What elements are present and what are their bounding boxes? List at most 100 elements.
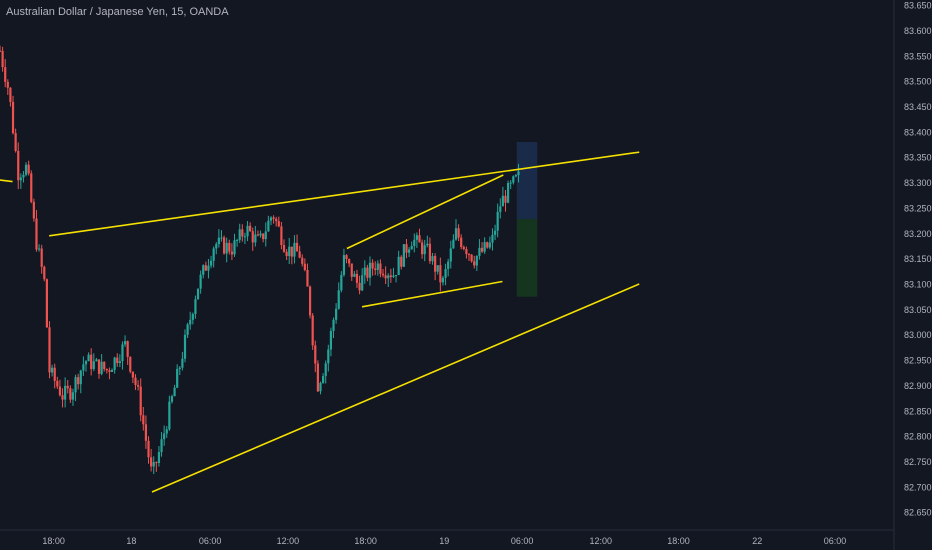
- candle-body: [19, 177, 22, 181]
- candle-body: [176, 368, 179, 388]
- candle-body: [462, 246, 465, 250]
- candle-body: [157, 452, 161, 463]
- candle-body: [348, 259, 351, 264]
- candle-body: [69, 388, 72, 400]
- candle-body: [488, 242, 491, 248]
- candle-body: [499, 206, 502, 212]
- candle-body: [251, 231, 254, 243]
- price-tick-label: 83.150: [904, 254, 932, 264]
- candle-body: [381, 273, 385, 276]
- candle-body: [37, 248, 41, 250]
- candle-body: [254, 234, 257, 243]
- candle-body: [407, 249, 411, 253]
- candle-body: [207, 265, 210, 271]
- trendline-flag-lower: [361, 280, 503, 308]
- candle-body: [66, 385, 69, 389]
- candle-body: [460, 237, 463, 247]
- candle-body: [371, 262, 374, 269]
- candle-body: [220, 237, 223, 239]
- candle-body: [316, 363, 319, 392]
- candle-body: [340, 274, 343, 291]
- candle-body: [4, 67, 7, 82]
- candle-body: [324, 363, 327, 377]
- candle-body: [77, 377, 80, 385]
- candle-body: [144, 424, 148, 441]
- time-tick-label: 18:00: [42, 536, 65, 546]
- candle-body: [470, 254, 473, 262]
- price-tick-label: 83.500: [904, 77, 932, 87]
- candle-body: [256, 234, 260, 236]
- candle-body: [97, 359, 101, 374]
- candle-body: [384, 275, 387, 279]
- candle-body: [238, 229, 241, 240]
- candle-body: [293, 242, 296, 257]
- candle-body: [1, 50, 4, 68]
- candle-body: [53, 367, 56, 381]
- candle-body: [269, 217, 273, 221]
- candle-body: [160, 439, 163, 453]
- candle-body: [264, 231, 267, 240]
- candle-body: [285, 251, 288, 257]
- candle-body: [431, 256, 434, 262]
- candle-body: [110, 369, 114, 372]
- price-tick-label: 83.600: [904, 26, 932, 36]
- candle-body: [209, 260, 213, 266]
- candle-body: [436, 265, 439, 272]
- candle-body: [183, 334, 187, 359]
- candle-body: [194, 299, 197, 314]
- candle-body: [290, 246, 293, 257]
- candle-body: [74, 377, 77, 393]
- candle-body: [30, 173, 33, 202]
- candle-body: [48, 327, 51, 373]
- trendline-flag-upper: [346, 174, 504, 250]
- price-tick-label: 82.750: [904, 457, 932, 467]
- time-tick-label: 22: [752, 536, 762, 546]
- candle-body: [368, 262, 372, 278]
- price-tick-label: 83.050: [904, 305, 932, 315]
- candle-body: [35, 218, 38, 250]
- candle-body: [480, 247, 484, 252]
- candle-body: [199, 274, 202, 289]
- candle-body: [475, 255, 478, 266]
- candle-body: [87, 354, 90, 362]
- price-tick-label: 82.850: [904, 406, 932, 416]
- price-tick-label: 83.400: [904, 127, 932, 137]
- price-tick-label: 82.950: [904, 356, 932, 366]
- candle-body: [288, 246, 291, 257]
- candle-body: [95, 359, 98, 362]
- candle-body: [449, 248, 452, 262]
- candle-body: [428, 243, 432, 262]
- candle-body: [92, 361, 95, 370]
- candle-body: [103, 361, 106, 369]
- candle-body: [121, 344, 124, 362]
- trendline-upper-channel: [49, 151, 640, 237]
- candle-body: [249, 225, 252, 232]
- candle-body: [361, 275, 364, 291]
- candle-body: [212, 248, 215, 261]
- candle-body: [139, 386, 142, 416]
- candle-body: [426, 243, 429, 246]
- candle-body: [222, 237, 226, 254]
- candle-body: [230, 251, 234, 255]
- candle-body: [236, 239, 239, 241]
- candle-body: [483, 242, 486, 252]
- candle-body: [105, 368, 108, 371]
- candle-body: [303, 263, 306, 270]
- candle-body: [82, 364, 85, 371]
- candle-body: [152, 462, 155, 467]
- time-tick-label: 18: [126, 536, 136, 546]
- candle-body: [394, 275, 398, 277]
- candle-body: [514, 175, 518, 177]
- candle-body: [11, 101, 15, 134]
- price-tick-label: 82.700: [904, 482, 932, 492]
- candle-body: [22, 174, 25, 178]
- price-tick-label: 83.000: [904, 330, 932, 340]
- candle-body: [355, 273, 359, 283]
- candle-body: [389, 275, 392, 278]
- time-tick-label: 06:00: [824, 536, 847, 546]
- candle-body: [131, 371, 134, 378]
- candle-body: [280, 226, 283, 246]
- candle-body: [363, 267, 366, 276]
- candle-body: [123, 341, 127, 345]
